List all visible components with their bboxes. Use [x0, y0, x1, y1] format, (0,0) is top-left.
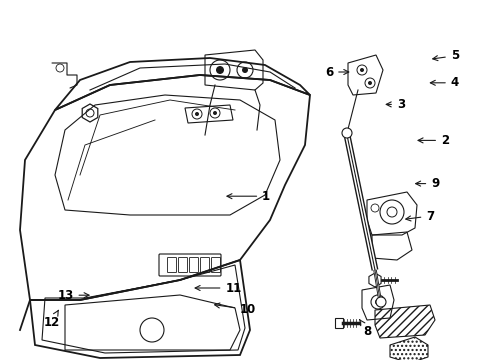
Text: 3: 3 — [386, 98, 405, 111]
Text: 13: 13 — [57, 289, 89, 302]
Text: 8: 8 — [360, 320, 371, 338]
Text: 12: 12 — [43, 310, 60, 329]
Circle shape — [216, 66, 224, 74]
Circle shape — [195, 112, 199, 116]
Text: 1: 1 — [227, 190, 270, 203]
Text: 9: 9 — [416, 177, 440, 190]
Circle shape — [368, 81, 372, 85]
Text: 10: 10 — [215, 303, 256, 316]
Circle shape — [213, 111, 217, 115]
Circle shape — [242, 67, 248, 73]
Text: 4: 4 — [430, 76, 459, 89]
Text: 6: 6 — [325, 66, 349, 78]
Circle shape — [342, 128, 352, 138]
Text: 5: 5 — [433, 49, 459, 62]
Text: 2: 2 — [418, 134, 449, 147]
Circle shape — [375, 299, 381, 305]
Circle shape — [360, 68, 364, 72]
Text: 11: 11 — [195, 282, 242, 294]
Circle shape — [376, 297, 386, 307]
Text: 7: 7 — [406, 210, 435, 222]
